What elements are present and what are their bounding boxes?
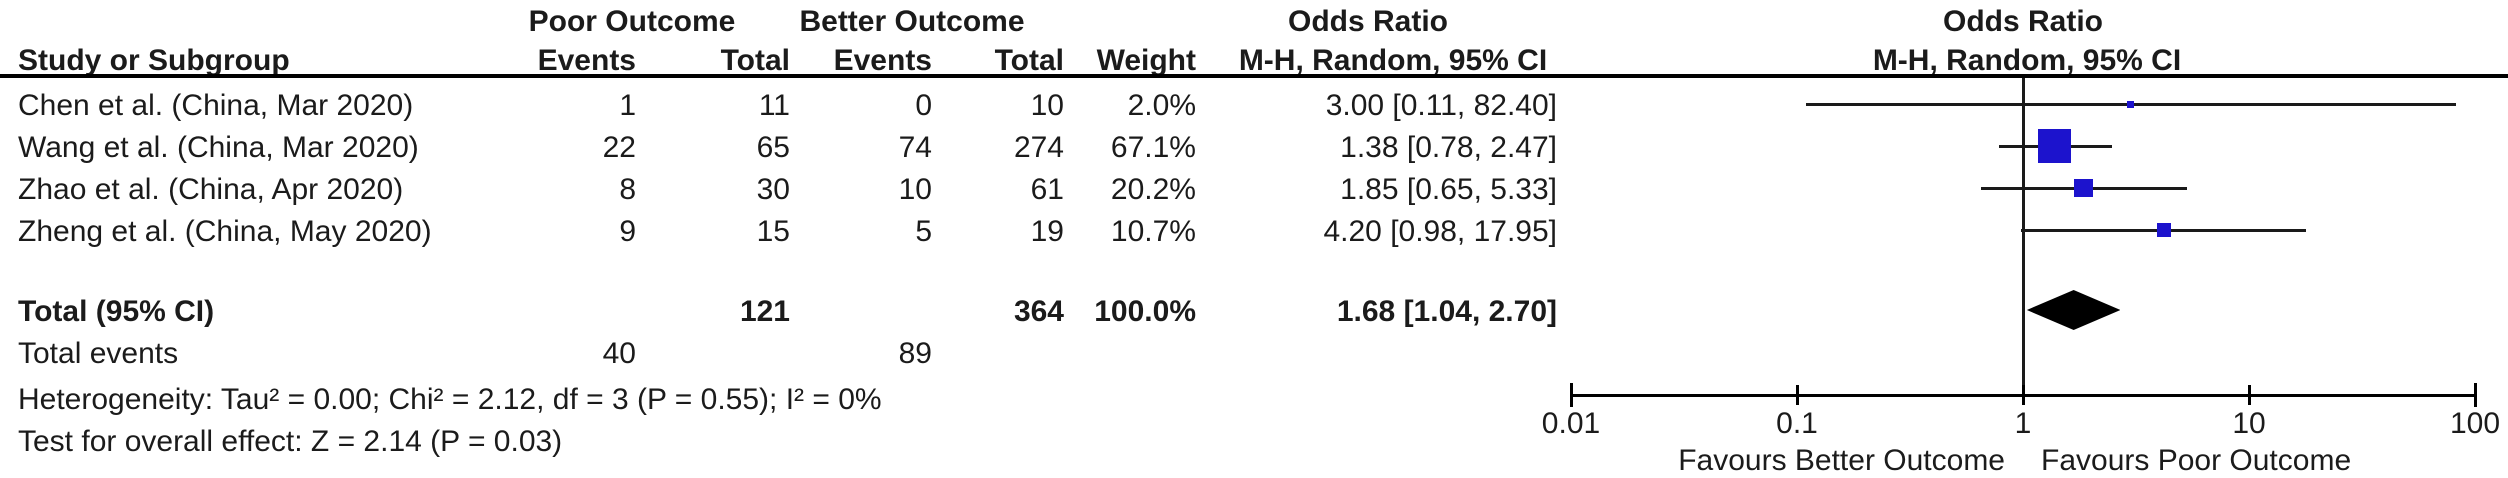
study-marker	[2074, 178, 2093, 198]
axis-tick	[2247, 385, 2251, 405]
better-total: 19	[1030, 215, 1064, 248]
column-header-odds-ratio-plot: Odds Ratio	[1942, 5, 2103, 38]
axis-tick	[1795, 385, 1799, 405]
header-divider	[0, 74, 2508, 78]
poor-total: 65	[756, 131, 790, 164]
better-events: 0	[915, 89, 932, 122]
poor-total: 15	[756, 215, 790, 248]
total-label: Total (95% CI)	[18, 295, 215, 328]
group-header-poor-outcome: Poor Outcome	[528, 5, 736, 38]
study-marker	[2127, 100, 2135, 108]
axis-tick-label: 100	[2449, 407, 2501, 440]
weight-value: 2.0%	[1127, 89, 1196, 122]
column-header-weight: Weight	[1096, 44, 1196, 77]
group-header-better-outcome: Better Outcome	[799, 5, 1025, 38]
favours-better-label: Favours Better Outcome	[1678, 444, 2005, 477]
column-header-odds-ratio-text: Odds Ratio	[1287, 5, 1448, 38]
study-name: Zhao et al. (China, Apr 2020)	[18, 173, 404, 206]
total-events-label: Total events	[18, 337, 179, 370]
axis-tick-label: 0.1	[1776, 407, 1818, 440]
total-odds-ratio: 1.68 [1.04, 2.70]	[1336, 295, 1557, 328]
study-marker	[2037, 129, 2072, 163]
axis-tick	[1569, 383, 1573, 407]
odds-ratio-ci: 1.38 [0.78, 2.47]	[1340, 131, 1557, 164]
odds-ratio-ci: 4.20 [0.98, 17.95]	[1323, 215, 1557, 248]
study-name: Zheng et al. (China, May 2020)	[18, 215, 432, 248]
study-name: Chen et al. (China, Mar 2020)	[18, 89, 414, 122]
summary-diamond	[2026, 290, 2121, 330]
odds-ratio-ci: 3.00 [0.11, 82.40]	[1325, 89, 1557, 122]
total-poor-total: 121	[739, 295, 790, 328]
column-header-poor-events: Events	[537, 44, 636, 77]
study-marker	[2157, 223, 2171, 237]
total-weight: 100.0%	[1094, 295, 1196, 328]
better-events: 5	[915, 215, 932, 248]
better-total: 61	[1030, 173, 1064, 206]
odds-ratio-ci: 1.85 [0.65, 5.33]	[1340, 173, 1557, 206]
heterogeneity-stats: Heterogeneity: Tau² = 0.00; Chi² = 2.12,…	[18, 383, 882, 416]
column-header-better-events: Events	[833, 44, 932, 77]
better-total: 274	[1013, 131, 1064, 164]
poor-events: 1	[619, 89, 636, 122]
axis-tick-label: 10	[2232, 407, 2266, 440]
total-events-poor: 40	[602, 337, 636, 370]
weight-value: 20.2%	[1110, 173, 1196, 206]
poor-events: 22	[602, 131, 636, 164]
column-header-poor-total: Total	[720, 44, 790, 77]
total-better-total: 364	[1013, 295, 1064, 328]
column-header-better-total: Total	[994, 44, 1064, 77]
axis-tick	[2021, 385, 2025, 405]
poor-total: 11	[758, 89, 790, 122]
better-total: 10	[1030, 89, 1064, 122]
study-name: Wang et al. (China, Mar 2020)	[18, 131, 419, 164]
axis-tick-label: 1	[2014, 407, 2032, 440]
overall-effect-test: Test for overall effect: Z = 2.14 (P = 0…	[18, 425, 563, 458]
weight-value: 67.1%	[1110, 131, 1196, 164]
weight-value: 10.7%	[1110, 215, 1196, 248]
column-header-mh-random-plot: M-H, Random, 95% CI	[1872, 44, 2182, 77]
column-header-study: Study or Subgroup	[18, 44, 290, 77]
axis-tick	[2473, 383, 2477, 407]
column-header-mh-random-text: M-H, Random, 95% CI	[1238, 44, 1548, 77]
better-events: 74	[898, 131, 932, 164]
better-events: 10	[898, 173, 932, 206]
favours-poor-label: Favours Poor Outcome	[2041, 444, 2352, 477]
reference-line-or1	[2021, 78, 2025, 397]
poor-total: 30	[756, 173, 790, 206]
axis-tick-label: 0.01	[1541, 407, 1601, 440]
poor-events: 9	[619, 215, 636, 248]
total-events-better: 89	[898, 337, 932, 370]
poor-events: 8	[619, 173, 636, 206]
